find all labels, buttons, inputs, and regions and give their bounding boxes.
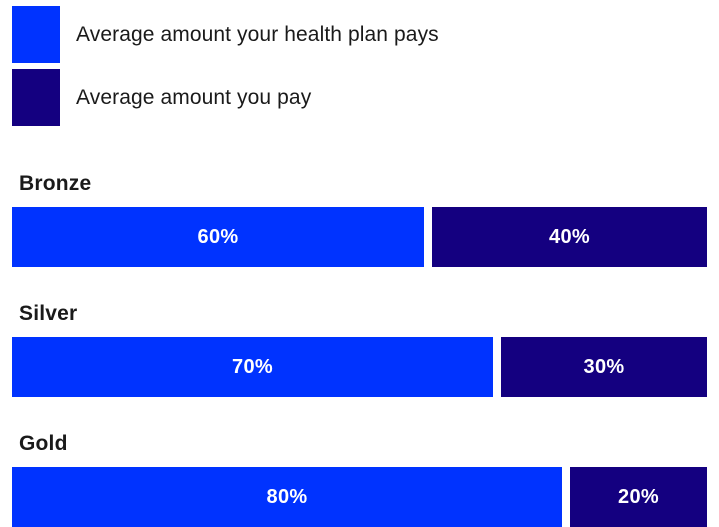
legend-swatch-you-pay xyxy=(12,69,60,126)
legend-label-you-pay: Average amount you pay xyxy=(76,85,312,109)
bar-label-you-pay-gold: 20% xyxy=(618,485,659,508)
bar-label-plan-pays-bronze: 60% xyxy=(197,225,239,248)
bar-track-gold: 80% 20% xyxy=(12,467,707,527)
legend-item-plan-pays: Average amount your health plan pays xyxy=(12,6,439,63)
bar-you-pay-bronze: 40% xyxy=(432,207,707,267)
bar-label-you-pay-silver: 30% xyxy=(583,355,625,378)
legend-label-plan-pays: Average amount your health plan pays xyxy=(76,22,439,46)
bar-track-bronze: 60% 40% xyxy=(12,207,707,267)
bar-label-you-pay-bronze: 40% xyxy=(549,225,590,248)
bar-label-plan-pays-silver: 70% xyxy=(232,355,273,378)
tier-title-silver: Silver xyxy=(19,302,78,325)
bar-plan-pays-silver: 70% xyxy=(12,337,493,397)
bar-track-silver: 70% 30% xyxy=(12,337,707,397)
bar-plan-pays-bronze: 60% xyxy=(12,207,424,267)
legend-swatch-plan-pays xyxy=(12,6,60,63)
bar-you-pay-gold: 20% xyxy=(570,467,707,527)
bar-label-plan-pays-gold: 80% xyxy=(266,485,308,508)
tier-title-gold: Gold xyxy=(19,432,68,455)
bar-plan-pays-gold: 80% xyxy=(12,467,562,527)
legend-item-you-pay: Average amount you pay xyxy=(12,69,439,126)
legend: Average amount your health plan pays Ave… xyxy=(12,6,439,132)
tier-title-bronze: Bronze xyxy=(19,172,92,195)
bar-you-pay-silver: 30% xyxy=(501,337,707,397)
